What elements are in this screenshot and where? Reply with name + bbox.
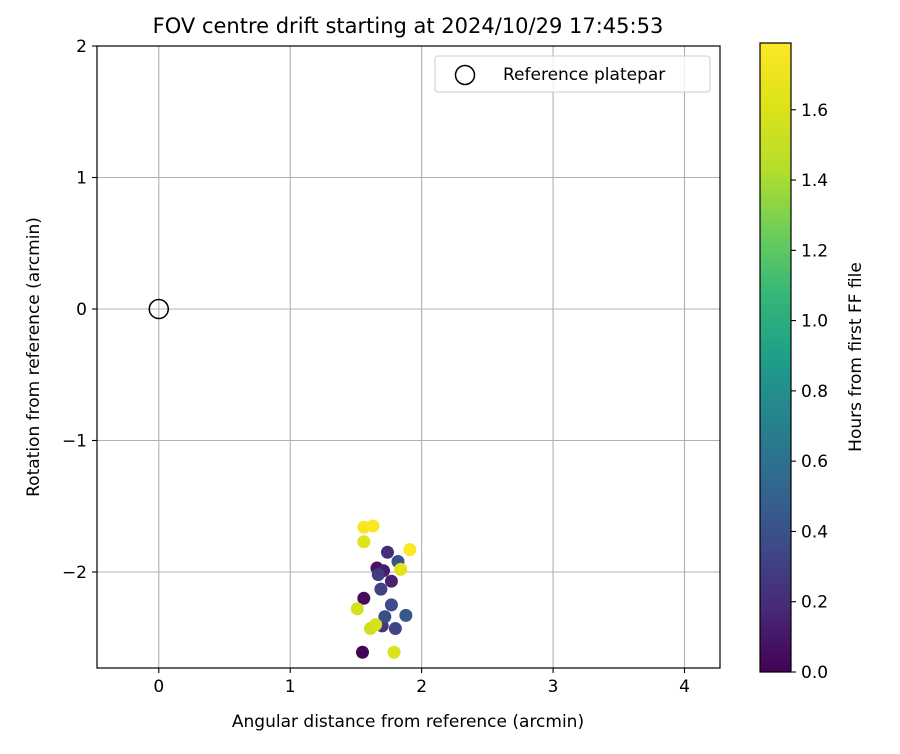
data-point: [374, 582, 388, 596]
data-points: [350, 519, 417, 659]
reference-layer: [148, 298, 170, 320]
legend-label: Reference platepar: [503, 65, 665, 85]
data-point: [357, 591, 371, 605]
data-point: [403, 543, 417, 557]
y-tick-label: 2: [76, 37, 87, 57]
colorbar-frame: [759, 42, 792, 673]
y-tick-label: −1: [62, 432, 87, 452]
data-point: [366, 519, 380, 533]
x-tick-label: 0: [153, 677, 164, 697]
x-tick-label: 2: [416, 677, 427, 697]
y-axis-ticks: −2 −1 0 1 2: [62, 37, 97, 583]
colorbar-label: Hours from first FF file: [846, 262, 866, 452]
legend: Reference platepar: [434, 55, 711, 93]
colorbar-tick-label: 1.2: [801, 241, 828, 261]
legend-box: [434, 55, 711, 93]
x-tick-label: 1: [285, 677, 296, 697]
colorbar-tick-label: 1.6: [801, 101, 828, 121]
data-point: [384, 598, 398, 612]
x-axis-label: Angular distance from reference (arcmin): [232, 712, 584, 732]
reference-point-marker: [148, 298, 170, 320]
colorbar-tick-label: 0.6: [801, 452, 828, 472]
colorbar-tick-label: 0.4: [801, 522, 828, 542]
colorbar-tick-label: 0.8: [801, 382, 828, 402]
y-tick-label: −2: [62, 563, 87, 583]
data-point: [369, 618, 383, 632]
y-axis-label: Rotation from reference (arcmin): [24, 217, 44, 497]
y-tick-label: 0: [76, 300, 87, 320]
data-point: [394, 562, 408, 576]
data-point: [378, 610, 392, 624]
colorbar-tick-label: 1.4: [801, 171, 828, 191]
x-tick-label: 4: [679, 677, 690, 697]
grid: [97, 45, 720, 668]
colorbar-tick-label: 0.0: [801, 663, 828, 683]
plot-frame: [96, 45, 721, 669]
x-axis-ticks: 0 1 2 3 4: [153, 668, 690, 697]
colorbar-tick-label: 0.2: [801, 593, 828, 613]
data-point: [387, 645, 401, 659]
colorbar-ticks: 0.0 0.2 0.4 0.6 0.8 1.0 1.2 1.4 1.6: [791, 101, 828, 683]
data-point: [399, 608, 413, 622]
colorbar-tick-label: 1.0: [801, 312, 828, 332]
chart-title: FOV centre drift starting at 2024/10/29 …: [153, 14, 664, 38]
legend-marker: [454, 64, 476, 86]
data-point: [380, 545, 394, 559]
data-point: [388, 622, 402, 636]
colorbar: 0.0 0.2 0.4 0.6 0.8 1.0 1.2 1.4 1.6 Hours from f…: [759, 42, 866, 683]
data-point: [384, 574, 398, 588]
colorbar-gradient: [760, 43, 791, 672]
x-tick-label: 3: [548, 677, 559, 697]
data-point: [355, 645, 369, 659]
data-point: [371, 568, 385, 582]
data-point: [350, 602, 364, 616]
y-tick-label: 1: [76, 169, 87, 189]
data-point: [357, 535, 371, 549]
